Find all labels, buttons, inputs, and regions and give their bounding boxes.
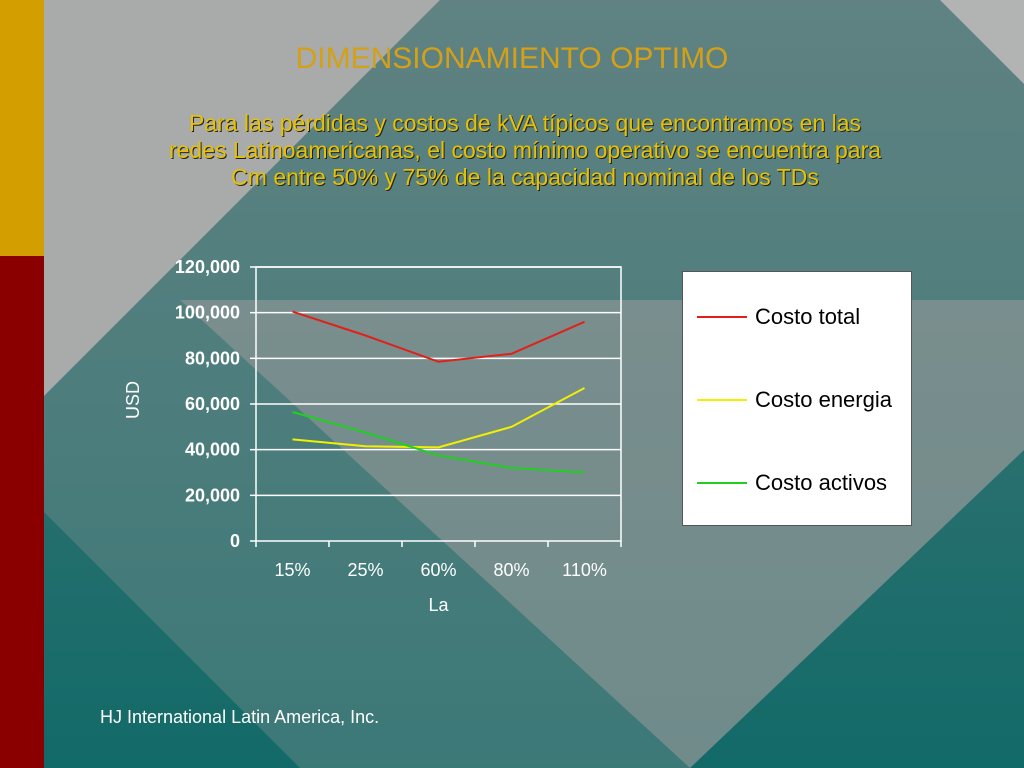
chart-legend: Costo total Costo energia Costo activos <box>682 271 912 526</box>
legend-item-costo-total: Costo total <box>697 302 860 332</box>
x-tick-label: 80% <box>493 560 529 580</box>
legend-label: Costo total <box>755 304 861 329</box>
x-tick-label: 25% <box>347 560 383 580</box>
legend-swatch <box>697 399 747 401</box>
x-axis-label: La <box>428 595 449 615</box>
legend-label: Costo activos <box>755 470 888 495</box>
legend-label: Costo energia <box>755 387 892 412</box>
subtitle-line: Para las pérdidas y costos de kVA típico… <box>188 110 862 136</box>
y-tick-label: 0 <box>230 531 240 551</box>
series-line-costo-total <box>292 310 585 363</box>
y-tick-label: 120,000 <box>175 257 240 277</box>
subtitle-line: redes Latinoamericanas, el costo mínimo … <box>168 137 882 163</box>
y-tick-label: 80,000 <box>185 348 240 368</box>
legend-swatch <box>697 316 747 318</box>
y-tick-label: 20,000 <box>185 485 240 505</box>
x-tick-label: 110% <box>562 560 607 580</box>
series-line-costo-energia <box>292 387 585 449</box>
y-tick-label: 40,000 <box>185 440 240 460</box>
legend-swatch <box>697 482 747 484</box>
slide-title: DIMENSIONAMIENTO OPTIMO <box>295 42 729 75</box>
y-axis-label: USD <box>123 381 143 419</box>
y-tick-label: 60,000 <box>185 394 240 414</box>
x-tick-label: 60% <box>420 560 456 580</box>
y-tick-label: 100,000 <box>175 303 240 323</box>
subtitle-line: Cm entre 50% y 75% de la capacidad nomin… <box>231 164 819 190</box>
legend-item-costo-energia: Costo energia <box>697 385 892 415</box>
series-line-costo-activos <box>292 411 585 474</box>
legend-item-costo-activos: Costo activos <box>697 468 887 498</box>
slide-subtitle: Para las pérdidas y costos de kVA típico… <box>110 110 940 191</box>
x-tick-label: 15% <box>274 560 310 580</box>
footer-company: HJ International Latin America, Inc. <box>100 707 380 727</box>
